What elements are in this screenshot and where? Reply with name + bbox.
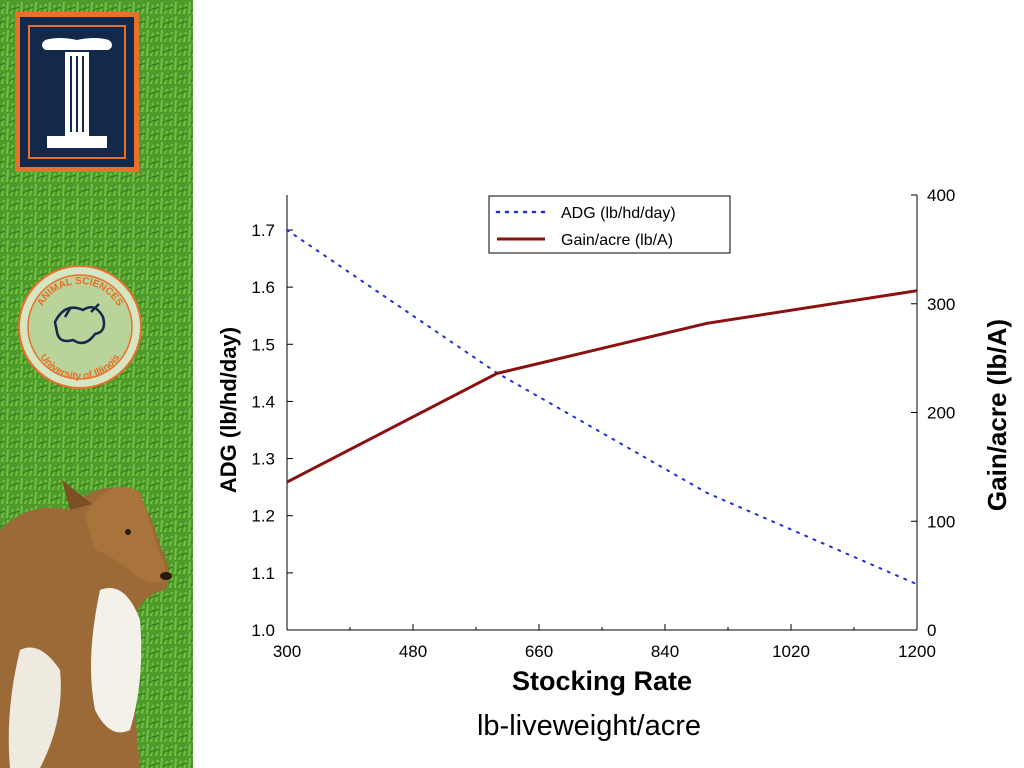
y-left-tick-label: 1.3 — [251, 450, 275, 469]
x-tick-label: 480 — [399, 642, 427, 661]
legend: ADG (lb/hd/day) Gain/acre (lb/A) — [488, 195, 731, 254]
sidebar-panel: ANIMAL SCIENCES University of Illinois — [0, 0, 193, 768]
series-line-adg — [286, 229, 918, 586]
legend-box — [488, 195, 731, 254]
x-ticks: 300 480 660 840 1020 1200 — [273, 624, 936, 661]
dog-photo-icon — [0, 480, 172, 768]
y-right-ticks: 0 100 200 300 400 — [911, 186, 955, 640]
series-layer — [286, 229, 918, 586]
y-left-tick-label: 1.6 — [251, 278, 275, 297]
x-tick-label: 660 — [525, 642, 553, 661]
x-tick-label: 840 — [651, 642, 679, 661]
x-axis-title: Stocking Rate — [512, 666, 692, 696]
x-tick-label: 1020 — [772, 642, 810, 661]
y-right-tick-label: 100 — [927, 512, 955, 531]
legend-label-gain: Gain/acre (lb/A) — [561, 232, 673, 249]
series-line-gain — [286, 289, 918, 484]
y-right-tick-label: 400 — [927, 186, 955, 205]
y-right-tick-label: 300 — [927, 295, 955, 314]
y-left-ticks: 1.0 1.1 1.2 1.3 1.4 1.5 1.6 1.7 — [251, 221, 293, 640]
x-tick-label: 300 — [273, 642, 301, 661]
y-left-tick-label: 1.5 — [251, 335, 275, 354]
y-right-tick-label: 200 — [927, 404, 955, 423]
y-left-tick-label: 1.7 — [251, 221, 275, 240]
y-left-tick-label: 1.0 — [251, 621, 275, 640]
illinois-logo-icon — [15, 12, 139, 172]
y-left-title: ADG (lb/hd/day) — [216, 327, 241, 493]
y-left-tick-label: 1.4 — [251, 392, 275, 411]
x-tick-label: 1200 — [898, 642, 936, 661]
y-left-tick-label: 1.1 — [251, 564, 275, 583]
y-right-title: Gain/acre (lb/A) — [982, 319, 1012, 511]
y-right-tick-label: 0 — [927, 621, 936, 640]
animal-sciences-seal-icon: ANIMAL SCIENCES University of Illinois — [18, 265, 142, 389]
x-axis-subtitle: lb-liveweight/acre — [477, 710, 701, 742]
legend-label-adg: ADG (lb/hd/day) — [561, 205, 676, 222]
y-left-tick-label: 1.2 — [251, 507, 275, 526]
